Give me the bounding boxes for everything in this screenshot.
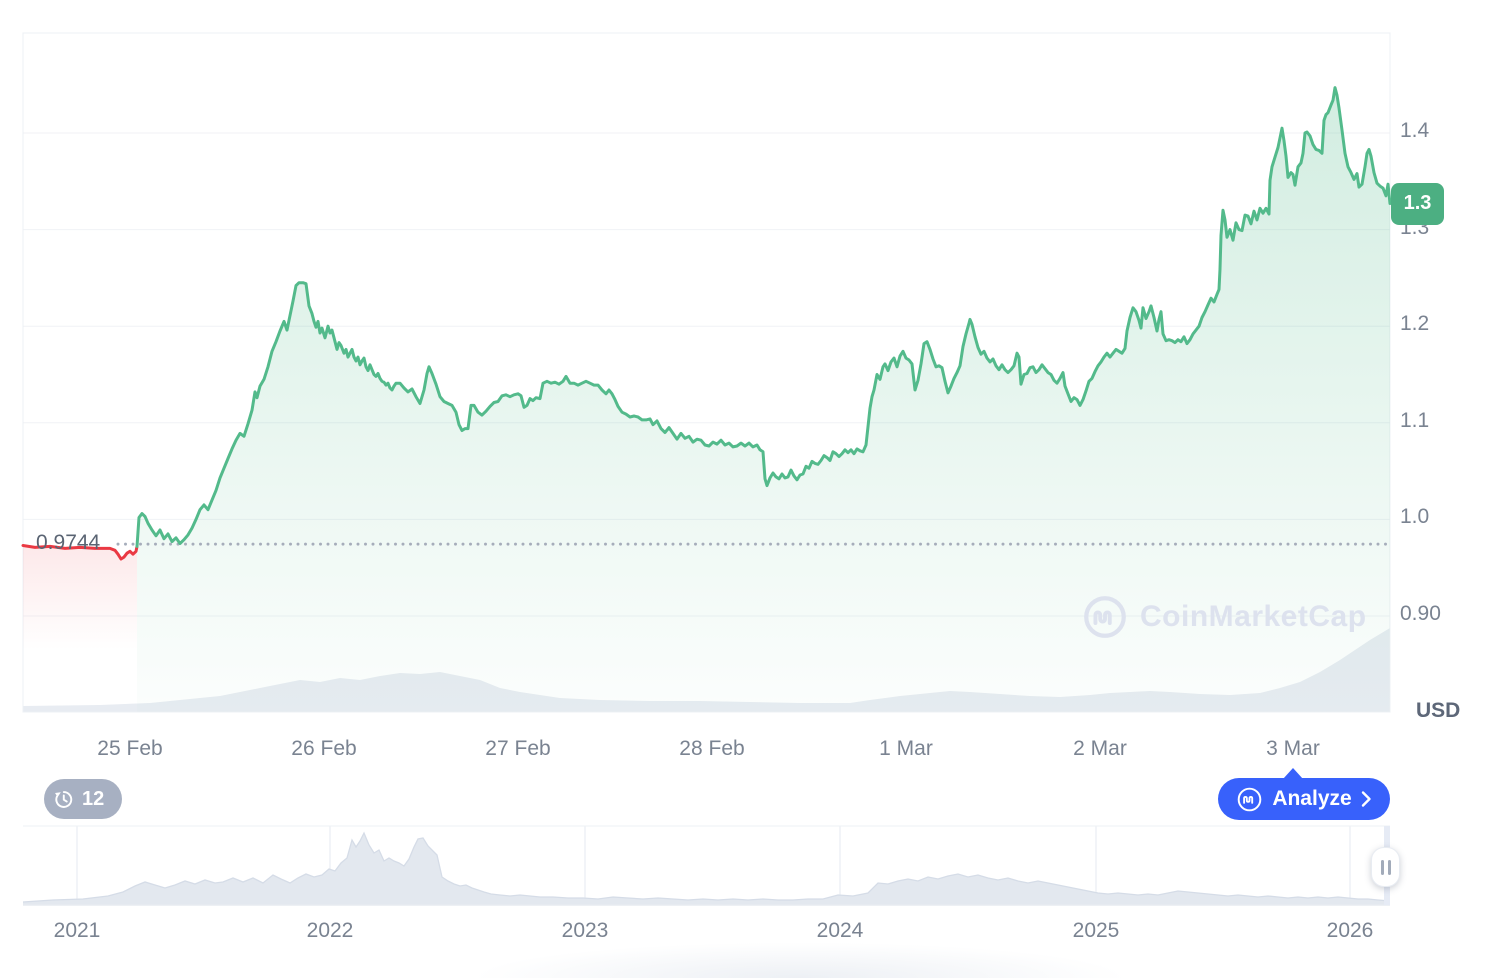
x-axis-date-label: 3 Mar (1266, 737, 1320, 760)
navigator-year-label: 2021 (53, 919, 101, 942)
current-price-badge: 1.3 (1391, 182, 1444, 225)
x-axis-date-label: 25 Feb (97, 737, 163, 760)
x-axis-date-label: 26 Feb (291, 737, 357, 760)
y-axis-tick-label: 1.1 (1400, 408, 1430, 432)
y-axis-tick-label: 1.4 (1400, 119, 1430, 142)
analyze-button[interactable]: Analyze (1218, 768, 1390, 820)
y-axis-tick-label: 0.90 (1400, 602, 1441, 625)
open-price-label: 0.9744 (36, 531, 101, 554)
navigator-year-label: 2026 (1326, 919, 1374, 942)
analyze-label: Analyze (1272, 787, 1352, 810)
x-axis-date-label: 27 Feb (485, 737, 551, 760)
coinmarketcap-logo-icon (1238, 787, 1262, 811)
price-line (135, 86, 1392, 548)
price-below-open-area (23, 545, 137, 712)
x-axis-date-label: 2 Mar (1073, 737, 1127, 760)
navigator-year-label: 2025 (1072, 919, 1120, 942)
coinmarketcap-logo-icon (1084, 596, 1126, 638)
navigator-resize-handle[interactable] (1371, 847, 1400, 887)
y-axis-tick-label: 1.0 (1400, 505, 1430, 529)
watermark-text: CoinMarketCap (1140, 600, 1367, 633)
history-count-badge[interactable]: 12 (44, 779, 123, 819)
price-below-open-line (21, 544, 139, 561)
y-axis-tick-label: 1.2 (1400, 312, 1430, 336)
handle-grip-icon (1387, 859, 1391, 875)
navigator-year-label: 2024 (816, 919, 864, 942)
x-axis-date-label: 28 Feb (679, 737, 745, 760)
history-count: 12 (82, 787, 105, 810)
usd-axis-label: USD (1416, 699, 1461, 722)
navigator-area[interactable] (23, 833, 1390, 905)
handle-grip-icon (1380, 859, 1384, 875)
bottom-sheet-shadow (470, 942, 1130, 978)
coinmarketcap-watermark: CoinMarketCap (1082, 594, 1367, 640)
navigator-year-label: 2022 (306, 919, 354, 942)
x-axis-date-label: 1 Mar (879, 737, 933, 760)
navigator-area-edge (22, 831, 1391, 903)
navigator-year-label: 2023 (561, 919, 609, 942)
price-area (137, 87, 1390, 713)
chevron-right-icon (1361, 791, 1371, 807)
history-clock-icon (55, 790, 73, 808)
